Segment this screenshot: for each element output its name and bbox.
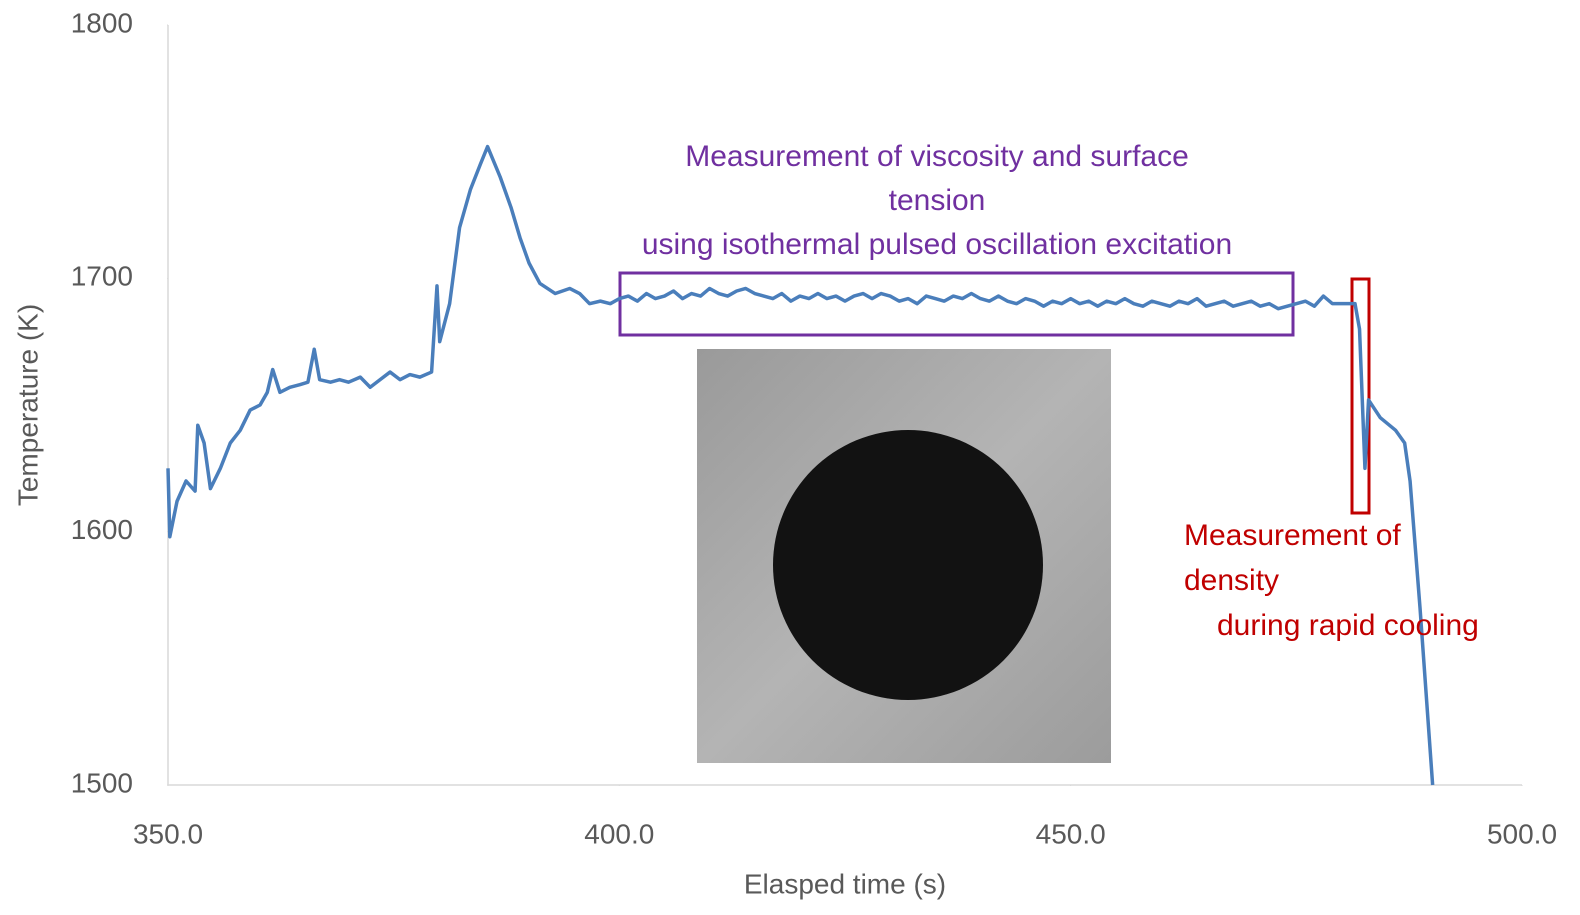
x-tick-label: 500.0 bbox=[1487, 818, 1557, 849]
highlight-box bbox=[1350, 277, 1371, 515]
droplet bbox=[773, 430, 1043, 700]
annotation: Measurement of viscosity and surface bbox=[685, 140, 1189, 173]
y-axis-title: Temperature (K) bbox=[12, 304, 43, 506]
data-line bbox=[166, 144, 1435, 786]
highlight-box bbox=[618, 271, 1295, 337]
y-tick-label: 1500 bbox=[71, 767, 133, 798]
annotation: during rapid cooling bbox=[1217, 609, 1479, 642]
annotation: tension bbox=[889, 184, 986, 217]
annotation: using isothermal pulsed oscillation exci… bbox=[642, 228, 1232, 261]
y-tick-label: 1700 bbox=[71, 261, 133, 292]
annotation: density bbox=[1184, 564, 1279, 597]
y-tick-label: 1800 bbox=[71, 7, 133, 38]
x-axis-title: Elasped time (s) bbox=[744, 868, 946, 899]
y-tick-label: 1600 bbox=[71, 514, 133, 545]
annotation: Measurement of bbox=[1184, 519, 1401, 552]
inset-photo bbox=[697, 349, 1111, 763]
x-tick-label: 350.0 bbox=[133, 818, 203, 849]
x-tick-label: 450.0 bbox=[1036, 818, 1106, 849]
x-tick-label: 400.0 bbox=[584, 818, 654, 849]
